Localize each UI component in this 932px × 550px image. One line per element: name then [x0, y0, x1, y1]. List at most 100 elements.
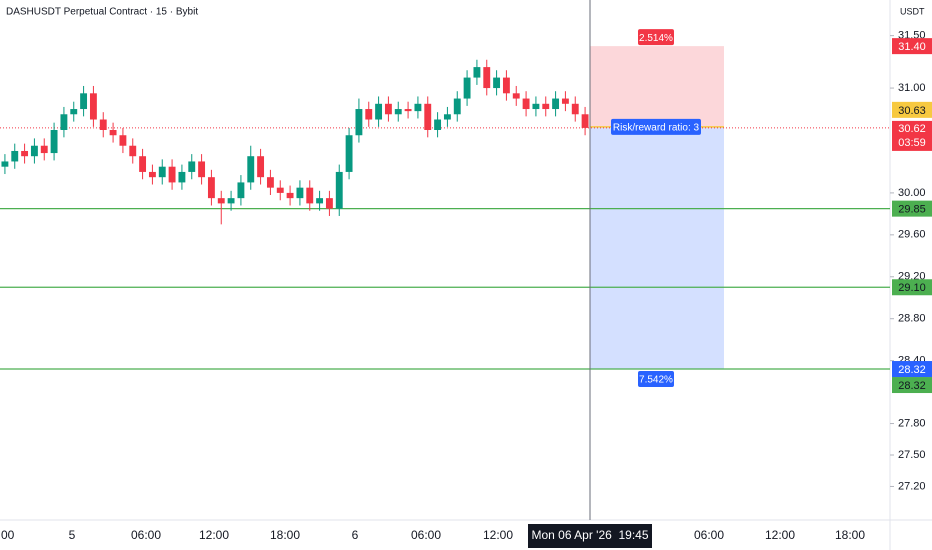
entry-tag-bg	[892, 101, 932, 118]
last-price-tag-bg	[892, 120, 932, 151]
y-tick-label: 27.80	[898, 417, 926, 429]
candle-body	[178, 171, 186, 183]
candle-body	[375, 103, 383, 120]
candle-body	[247, 156, 255, 183]
level-tag: 28.32	[898, 380, 926, 392]
candle-body	[453, 98, 461, 115]
candle-body	[384, 103, 392, 115]
level-tag-bg	[892, 377, 932, 394]
candle-body	[109, 130, 117, 136]
candle-body	[493, 77, 501, 89]
y-tick-label: 29.60	[898, 229, 926, 241]
x-tick-label: 12:00	[765, 528, 795, 542]
candle-body	[276, 187, 284, 193]
candle-body	[424, 103, 432, 130]
level-tag-bg	[892, 279, 932, 296]
candle-body	[80, 93, 88, 110]
position-label: Risk/reward ratio: 3	[613, 122, 700, 133]
candle-body	[581, 114, 589, 128]
y-tick-label: 27.20	[898, 480, 926, 492]
candle-body	[443, 114, 451, 120]
candle-body	[345, 135, 353, 172]
x-tick-label: 06:00	[694, 528, 724, 542]
candle-body	[512, 93, 520, 99]
candle-body	[394, 109, 402, 115]
y-tick-label: 28.80	[898, 313, 926, 325]
candle-body	[355, 109, 363, 136]
position-label-bg	[638, 371, 674, 388]
x-tick-label: 18:00	[835, 528, 865, 542]
candle-body	[473, 67, 481, 78]
candle-body	[286, 192, 294, 199]
candle-body	[325, 198, 333, 209]
candle-body	[139, 156, 147, 172]
candle-body	[1, 161, 9, 167]
target-tag-bg	[892, 361, 932, 378]
candle-body	[483, 67, 491, 89]
candle-body	[434, 119, 442, 130]
stop-tag-bg	[892, 38, 932, 55]
level-tag-bg	[892, 200, 932, 217]
candle-body	[50, 130, 58, 154]
position-label: 7.542%	[639, 375, 673, 386]
y-tick-label: 27.50	[898, 449, 926, 461]
candle-body	[158, 166, 166, 178]
candle-body	[335, 171, 343, 209]
last-price-tag: 30.62	[898, 123, 926, 135]
candle-body	[129, 145, 137, 157]
candle-body	[217, 198, 225, 204]
x-tick-label: 5	[69, 528, 76, 542]
candle-body	[227, 198, 235, 204]
candle-body	[207, 177, 215, 199]
candle-body	[60, 114, 68, 130]
target-zone	[590, 126, 724, 370]
currency: USDT	[900, 6, 925, 16]
stop-tag: 31.40	[898, 41, 926, 53]
candle-body	[296, 187, 304, 199]
x-tick-label: 06:00	[411, 528, 441, 542]
candle-body	[502, 77, 510, 94]
x-tick-label: 6	[352, 528, 359, 542]
position-label-bg	[638, 29, 674, 46]
crosshair-label: Mon 06 Apr '26 19:45	[531, 528, 648, 542]
candle-body	[99, 119, 107, 130]
candle-body	[11, 150, 19, 162]
candle-body	[266, 177, 274, 188]
candle-body	[148, 171, 156, 178]
candle-body	[30, 145, 38, 157]
target-tag: 28.32	[898, 364, 926, 376]
crosshair-label-bg	[528, 524, 652, 548]
x-tick-label: 12:00	[483, 528, 513, 542]
candle-body	[89, 93, 97, 120]
candle-body	[168, 166, 176, 183]
candle-body	[571, 103, 579, 115]
level-tag: 29.10	[898, 282, 926, 294]
x-tick-label: 18:00	[270, 528, 300, 542]
level-tag: 29.85	[898, 204, 926, 216]
stop-zone	[590, 46, 724, 127]
candle-body	[237, 182, 245, 199]
candle-body	[365, 109, 373, 120]
x-tick-label: 12:00	[199, 528, 229, 542]
position-label: 2.514%	[639, 33, 673, 44]
candle-body	[119, 135, 127, 146]
x-tick-label: :00	[0, 528, 15, 542]
chart-title: DASHUSDT Perpetual Contract · 15 · Bybit	[6, 7, 198, 18]
candle-body	[414, 103, 422, 112]
plot	[0, 0, 890, 520]
entry-tag: 30.63	[898, 105, 926, 117]
position-label-bg	[611, 118, 701, 135]
candle-body	[404, 109, 412, 112]
candle-body	[522, 98, 530, 110]
countdown: 03:59	[898, 137, 926, 149]
candle-body	[552, 98, 560, 110]
y-tick-label: 31.00	[898, 82, 926, 94]
candle-body	[316, 198, 324, 204]
candle-body	[257, 156, 265, 178]
candle-body	[532, 103, 540, 110]
candle-body	[542, 103, 550, 110]
candle-body	[70, 109, 78, 115]
candle-body	[306, 187, 314, 204]
candle-body	[561, 98, 569, 104]
